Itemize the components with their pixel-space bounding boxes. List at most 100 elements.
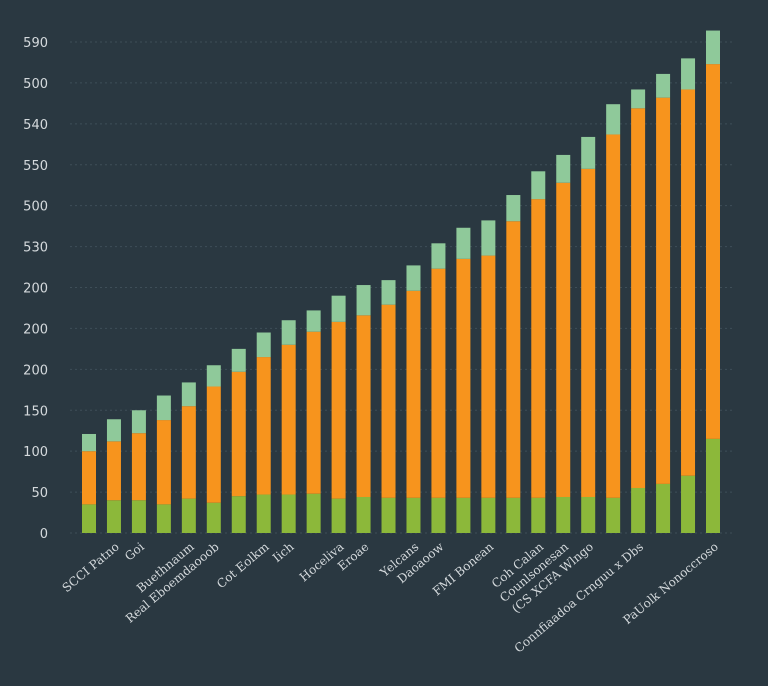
bar-segment-top	[631, 89, 646, 109]
bar-segment-base	[706, 438, 720, 533]
bar-segment-middle	[431, 268, 446, 498]
y-tick-label: 590	[23, 36, 48, 51]
bar-segment-base	[606, 497, 621, 533]
gridlines	[70, 41, 735, 534]
bar-segment-middle	[606, 134, 621, 498]
y-tick-label: 540	[23, 118, 48, 133]
bar-segment-base	[456, 497, 471, 533]
bar-segment-base	[181, 498, 196, 533]
bar-segment-top	[106, 419, 121, 442]
bar-segment-top	[406, 265, 421, 291]
bar-segment-base	[381, 497, 396, 533]
y-tick-label: 500	[23, 77, 48, 92]
bar-segment-middle	[506, 221, 521, 498]
bar-segment-base	[506, 497, 521, 533]
y-axis: 0 50 100 150 200 200 200 530 500 550 540 500 590	[23, 36, 48, 542]
bar-segment-middle	[331, 321, 346, 499]
bar-segment-top	[156, 395, 171, 421]
bar-segment-base	[531, 497, 546, 533]
bar-segment-top	[82, 433, 96, 452]
bar-segment-middle	[306, 331, 321, 494]
bar-segment-middle	[406, 290, 421, 498]
bar-segment-top	[581, 136, 596, 169]
bar-segment-top	[556, 154, 571, 183]
bar-segment-top	[231, 348, 246, 372]
bar-segment-middle	[181, 406, 196, 499]
bar-segment-base	[281, 494, 296, 533]
bar-segment-top	[281, 320, 296, 345]
bar-segment-top	[256, 332, 271, 358]
bar-segment-base	[306, 493, 321, 533]
bar-segment-base	[681, 475, 696, 533]
bar-segment-base	[131, 500, 146, 533]
y-tick-label: 200	[23, 282, 48, 297]
bar-segment-middle	[231, 371, 246, 497]
y-tick-label: 200	[23, 363, 48, 378]
bar-segment-middle	[556, 182, 571, 497]
bar-segment-top	[531, 171, 546, 200]
bar-segment-base	[82, 504, 96, 533]
bar-segment-middle	[106, 441, 121, 501]
bar-segment-top	[656, 73, 671, 98]
bar-segment-base	[156, 504, 171, 533]
bar-segment-top	[381, 280, 396, 305]
bar-segment-middle	[531, 199, 546, 498]
bar-segment-top	[456, 227, 471, 259]
bar-segment-base	[631, 487, 646, 533]
bar-segment-top	[431, 243, 446, 269]
bar-segment-base	[581, 496, 596, 533]
bar-segment-top	[206, 365, 221, 387]
y-tick-label: 50	[31, 486, 48, 501]
x-tick-label: SCCI Patno	[60, 540, 122, 595]
bar-segment-top	[181, 382, 196, 407]
bar-segment-middle	[656, 97, 671, 484]
bar-segment-base	[406, 497, 421, 533]
y-tick-label: 500	[23, 200, 48, 215]
y-tick-label: 100	[23, 445, 48, 460]
bar-segment-base	[231, 496, 246, 533]
bar-segment-top	[306, 310, 321, 332]
bar-segment-top	[506, 195, 521, 222]
bar-segment-base	[431, 497, 446, 533]
bar-segment-top	[606, 104, 621, 135]
bar-segment-top	[331, 295, 346, 322]
bar-segment-middle	[481, 255, 496, 498]
bar-segment-base	[206, 502, 221, 533]
bar-segment-base	[106, 500, 121, 533]
bar-segment-middle	[581, 168, 596, 497]
bar-segment-middle	[356, 315, 371, 497]
bar-segment-middle	[681, 89, 696, 476]
bar-segment-middle	[206, 386, 221, 503]
bar-segment-base	[481, 497, 496, 533]
y-tick-label: 150	[23, 404, 48, 419]
y-tick-label: 200	[23, 322, 48, 337]
bar-segment-middle	[281, 344, 296, 495]
x-tick-label: Cot Eolkm	[214, 539, 272, 591]
bar-segment-top	[681, 58, 696, 90]
bar-segment-middle	[156, 420, 171, 505]
bar-segment-top	[356, 285, 371, 316]
bar-segment-middle	[82, 451, 96, 505]
bar-segment-middle	[706, 64, 720, 439]
x-tick-label: Iich	[270, 539, 297, 565]
bar-segment-top	[706, 30, 720, 65]
bar-segment-middle	[131, 433, 146, 501]
bar-segment-base	[331, 498, 346, 533]
y-tick-label: 0	[40, 527, 48, 542]
x-tick-label: Goi	[122, 539, 147, 563]
y-tick-label: 550	[23, 159, 48, 174]
bar-segment-middle	[381, 304, 396, 498]
bar-segment-middle	[456, 258, 471, 498]
bar-segment-base	[656, 483, 671, 533]
bars	[82, 30, 720, 533]
y-tick-label: 530	[23, 241, 48, 256]
bar-segment-base	[556, 496, 571, 533]
bar-segment-base	[356, 496, 371, 533]
bar-segment-middle	[256, 357, 271, 495]
bar-segment-top	[131, 410, 146, 434]
bar-segment-middle	[631, 108, 646, 488]
bar-segment-base	[256, 494, 271, 533]
bar-segment-top	[481, 220, 496, 256]
